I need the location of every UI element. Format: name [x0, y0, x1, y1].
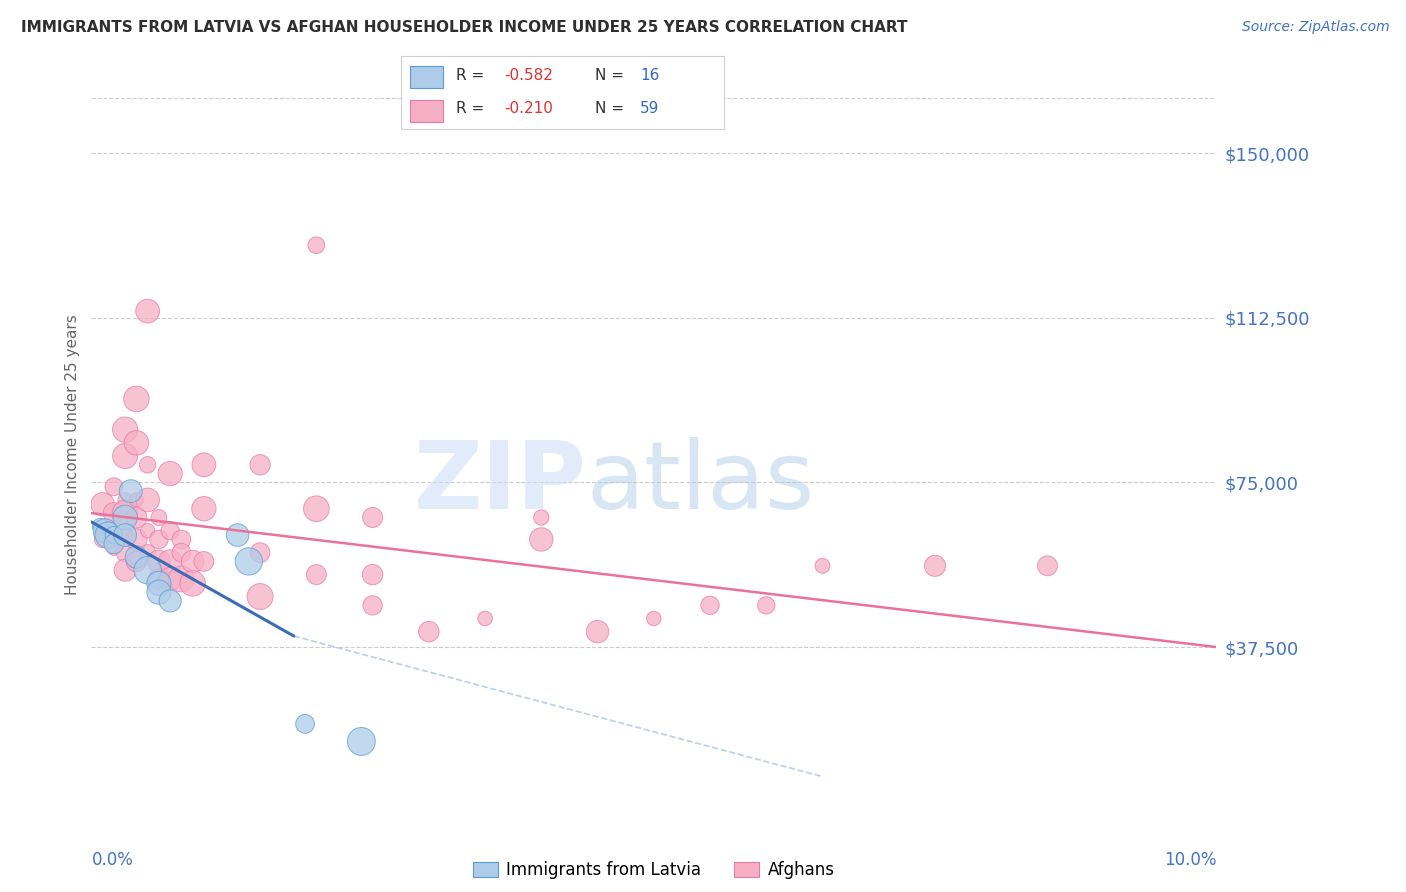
- Point: [305, 501, 328, 516]
- Text: Source: ZipAtlas.com: Source: ZipAtlas.com: [1241, 20, 1389, 34]
- Point: [418, 624, 440, 639]
- Point: [530, 510, 553, 524]
- Point: [114, 528, 136, 542]
- Text: R =: R =: [456, 102, 489, 116]
- Text: -0.210: -0.210: [505, 102, 553, 116]
- Y-axis label: Householder Income Under 25 years: Householder Income Under 25 years: [65, 315, 80, 595]
- Text: atlas: atlas: [586, 437, 814, 530]
- Point: [91, 533, 114, 547]
- FancyBboxPatch shape: [411, 66, 443, 88]
- Point: [114, 546, 136, 560]
- Point: [159, 572, 181, 586]
- Point: [249, 590, 271, 604]
- Point: [114, 563, 136, 577]
- Text: -0.582: -0.582: [505, 69, 553, 84]
- Text: N =: N =: [595, 69, 628, 84]
- Point: [170, 572, 193, 586]
- Point: [125, 392, 148, 406]
- Point: [294, 717, 316, 731]
- Point: [148, 510, 170, 524]
- Point: [125, 533, 148, 547]
- Point: [94, 524, 117, 538]
- Point: [91, 497, 114, 511]
- Point: [136, 524, 159, 538]
- Point: [148, 576, 170, 591]
- Point: [136, 304, 159, 318]
- Point: [125, 554, 148, 568]
- Point: [114, 449, 136, 463]
- Point: [148, 585, 170, 599]
- Point: [361, 599, 384, 613]
- Point: [159, 554, 181, 568]
- Point: [170, 546, 193, 560]
- Point: [305, 238, 328, 252]
- Point: [103, 537, 125, 551]
- Point: [125, 549, 148, 564]
- Point: [148, 533, 170, 547]
- Point: [114, 506, 136, 520]
- Point: [114, 423, 136, 437]
- Point: [125, 435, 148, 450]
- Point: [643, 611, 665, 625]
- Point: [586, 624, 609, 639]
- Point: [120, 484, 142, 499]
- Point: [755, 599, 778, 613]
- Point: [361, 510, 384, 524]
- Point: [249, 458, 271, 472]
- Point: [350, 734, 373, 748]
- Text: 16: 16: [640, 69, 659, 84]
- Point: [114, 492, 136, 507]
- Point: [159, 594, 181, 608]
- Text: 59: 59: [640, 102, 659, 116]
- Point: [136, 563, 159, 577]
- Point: [170, 533, 193, 547]
- Point: [361, 567, 384, 582]
- Point: [181, 576, 204, 591]
- Point: [103, 480, 125, 494]
- Text: ZIP: ZIP: [413, 437, 586, 530]
- Text: 0.0%: 0.0%: [91, 851, 134, 869]
- Legend: Immigrants from Latvia, Afghans: Immigrants from Latvia, Afghans: [467, 855, 841, 886]
- Point: [193, 554, 215, 568]
- Point: [193, 458, 215, 472]
- Point: [924, 558, 946, 573]
- Point: [103, 528, 125, 542]
- Point: [305, 567, 328, 582]
- Point: [97, 528, 120, 542]
- Point: [1036, 558, 1059, 573]
- Point: [811, 558, 834, 573]
- Point: [125, 492, 148, 507]
- Point: [89, 519, 111, 533]
- Point: [181, 554, 204, 568]
- Point: [226, 528, 249, 542]
- Point: [148, 572, 170, 586]
- Point: [103, 541, 125, 556]
- Point: [249, 546, 271, 560]
- Point: [103, 506, 125, 520]
- Point: [193, 501, 215, 516]
- FancyBboxPatch shape: [411, 100, 443, 122]
- Point: [114, 528, 136, 542]
- Text: IMMIGRANTS FROM LATVIA VS AFGHAN HOUSEHOLDER INCOME UNDER 25 YEARS CORRELATION C: IMMIGRANTS FROM LATVIA VS AFGHAN HOUSEHO…: [21, 20, 908, 35]
- Text: 10.0%: 10.0%: [1164, 851, 1216, 869]
- Point: [148, 554, 170, 568]
- Point: [474, 611, 496, 625]
- Point: [136, 492, 159, 507]
- Point: [114, 510, 136, 524]
- Point: [238, 554, 260, 568]
- Point: [159, 524, 181, 538]
- Point: [159, 467, 181, 481]
- Point: [530, 533, 553, 547]
- Point: [699, 599, 721, 613]
- Point: [125, 510, 148, 524]
- Text: R =: R =: [456, 69, 489, 84]
- Text: N =: N =: [595, 102, 628, 116]
- Point: [136, 458, 159, 472]
- Point: [136, 546, 159, 560]
